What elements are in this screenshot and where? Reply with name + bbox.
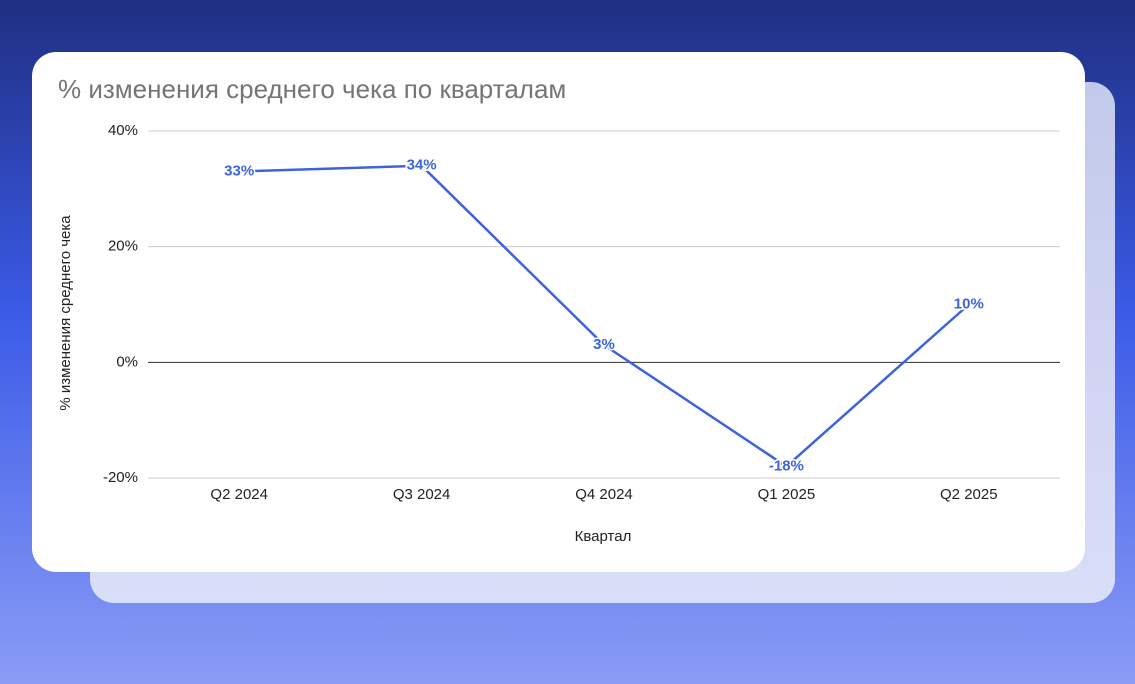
x-tick-label: Q2 2025 [940, 486, 998, 503]
y-tick-label: 20% [108, 238, 138, 255]
data-label: 34% [407, 157, 437, 174]
data-line [239, 164, 970, 468]
data-label: 33% [224, 162, 254, 179]
data-label: -18% [769, 457, 804, 474]
x-tick-label: Q4 2024 [575, 486, 633, 503]
data-label: 3% [593, 336, 615, 353]
chart-title: % изменения среднего чека по кварталам [58, 74, 566, 104]
x-axis-label: Квартал [575, 528, 632, 545]
y-tick-label: -20% [103, 469, 138, 486]
x-tick-label: Q1 2025 [758, 486, 816, 503]
x-tick-label: Q2 2024 [210, 486, 268, 503]
chart-card [32, 52, 1085, 572]
x-tick-label: Q3 2024 [393, 486, 451, 503]
y-tick-label: 0% [116, 353, 138, 370]
data-label: 10% [954, 295, 984, 312]
y-axis-label: % изменения среднего чека [57, 215, 74, 411]
y-tick-label: 40% [108, 122, 138, 139]
